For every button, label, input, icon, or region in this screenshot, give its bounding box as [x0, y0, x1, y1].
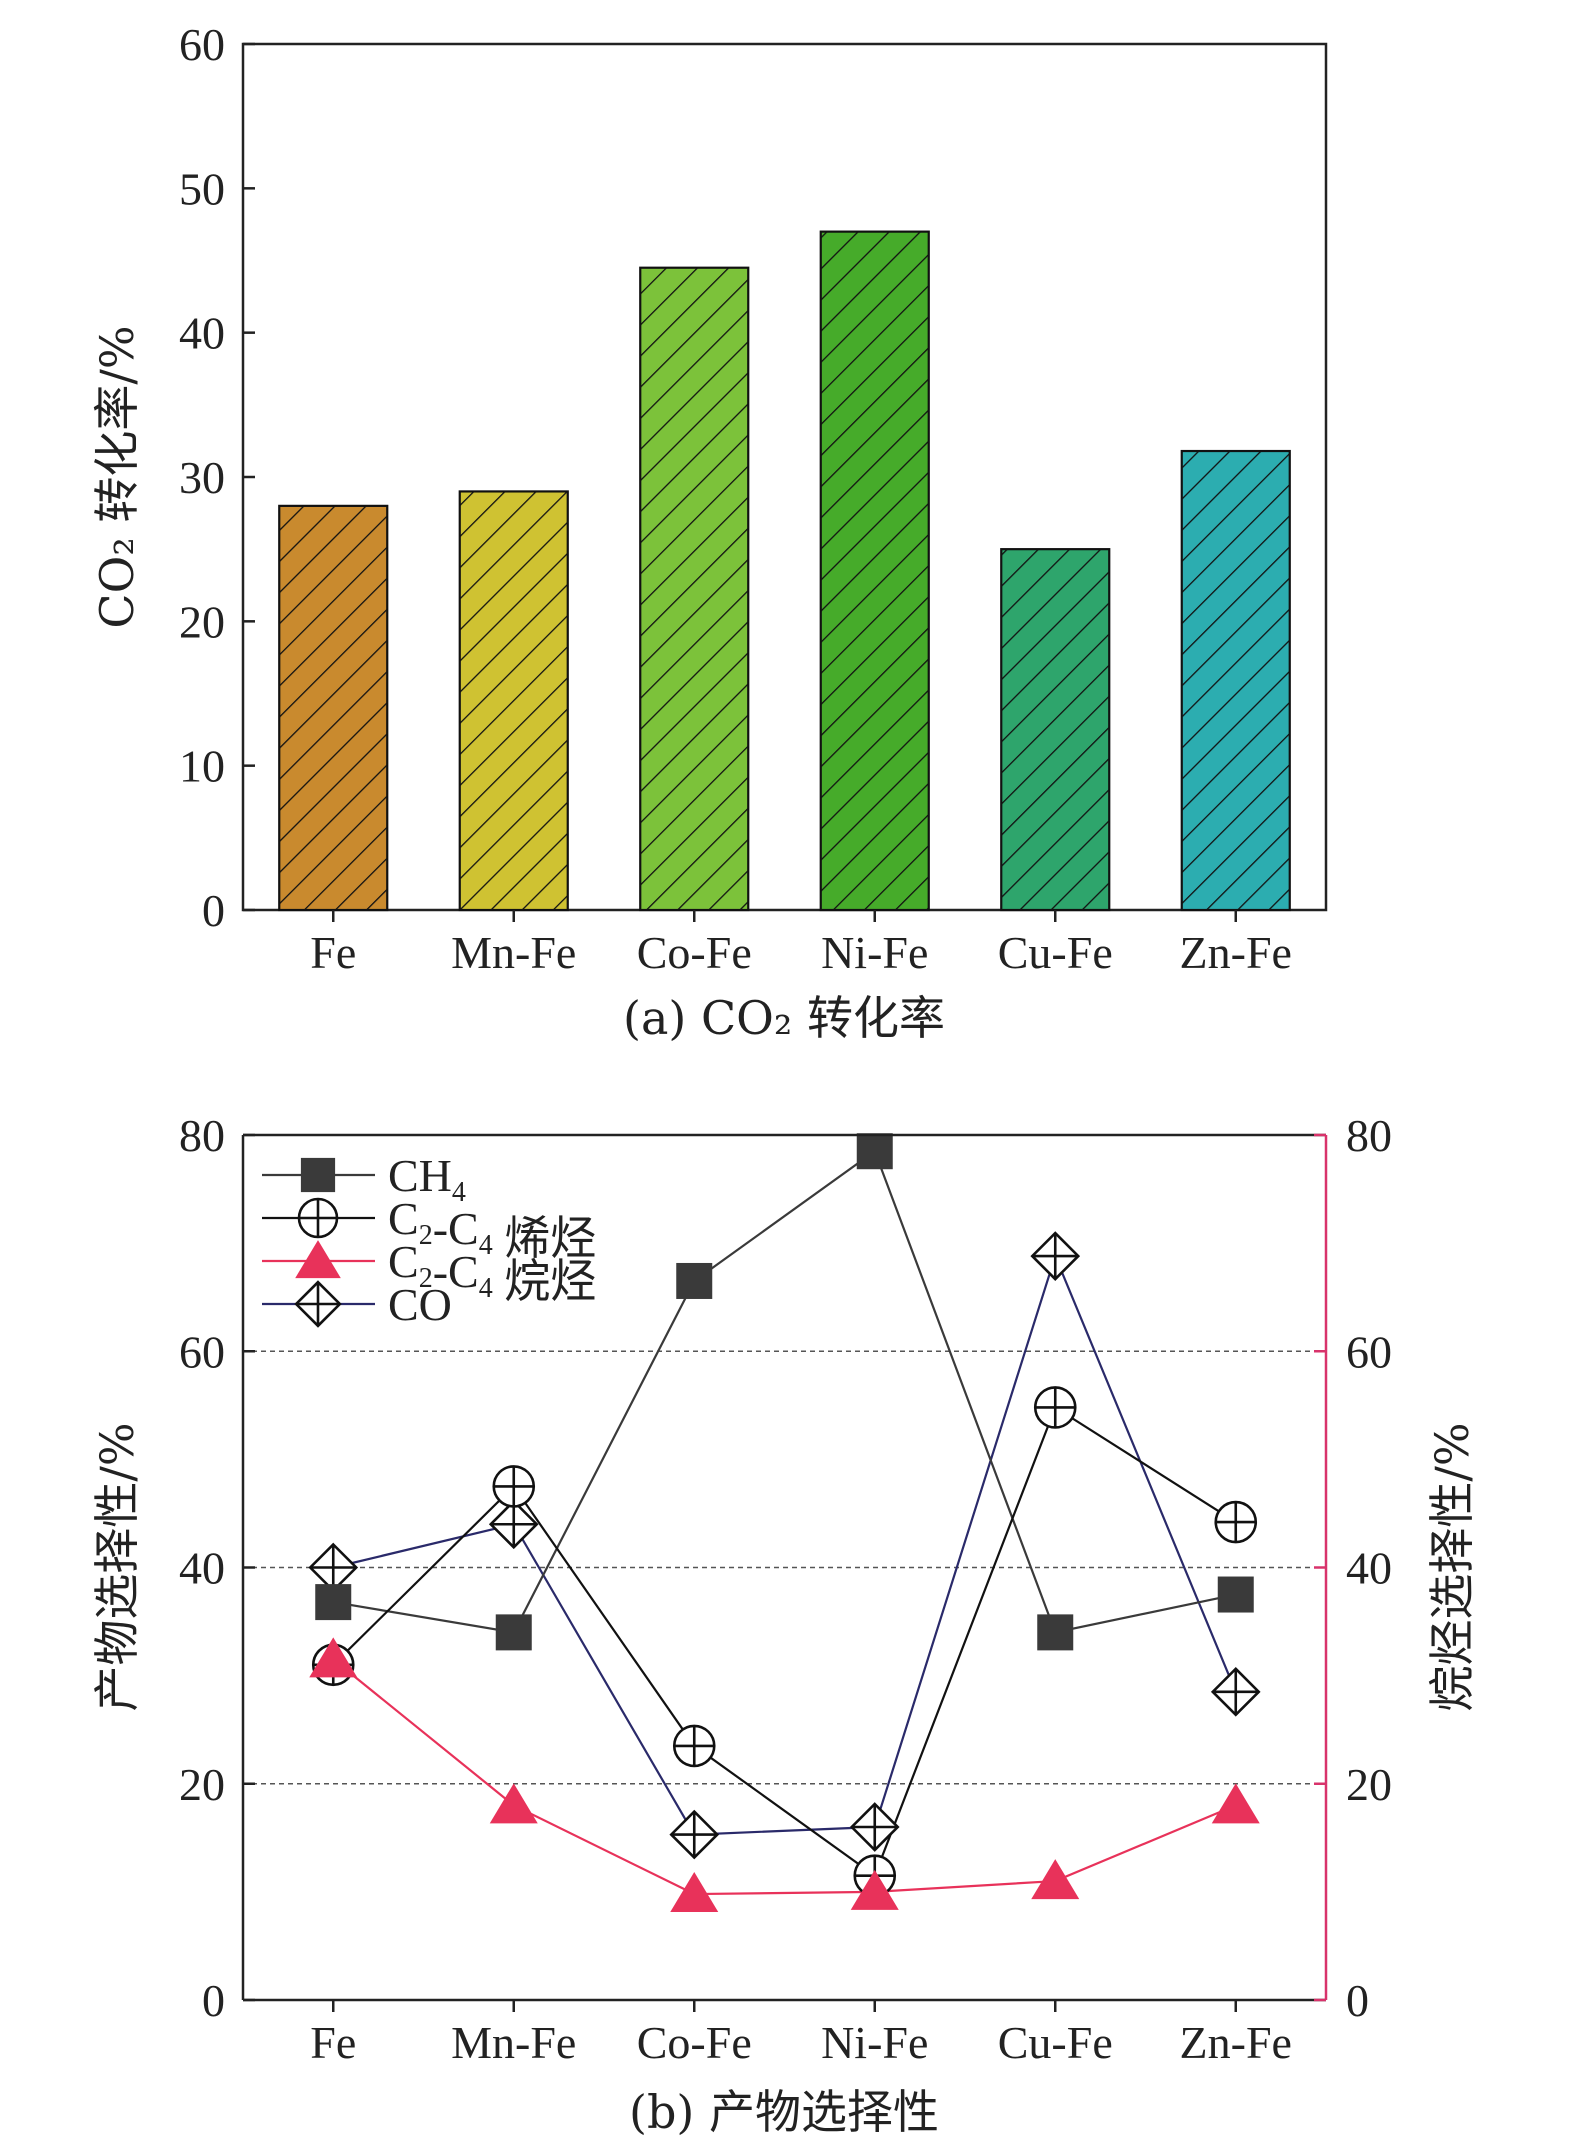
legend-marker	[294, 1280, 342, 1328]
point-square-fe	[315, 1584, 352, 1621]
chart-b-right-y-axis-title: 烷烃选择性/%	[1425, 1422, 1479, 1711]
bar-hatch	[279, 505, 388, 910]
bar-fe	[278, 504, 389, 912]
x-tick-label: Cu-Fe	[998, 2017, 1113, 2068]
right-y-tick-label: 80	[1346, 1110, 1392, 1161]
y-tick-label: 60	[179, 19, 225, 70]
chart-a-frame	[241, 42, 1328, 912]
series-line-circle-plus	[332, 1405, 1237, 1878]
y-tick-label: 20	[179, 1759, 225, 1810]
point-circle-plus-cu-fe	[1033, 1386, 1077, 1429]
x-tick-label: Co-Fe	[637, 927, 752, 978]
bar-mn-fe	[458, 490, 569, 912]
point-triangle-ni-fe	[850, 1869, 899, 1910]
chart-b-x-ticks: Fe Mn-Fe Co-Fe Ni-Fe Cu-Fe Zn-Fe	[310, 2000, 1292, 2068]
chart-b-selectivity: 0 20 40 60 80 0 20 40 60 80 Fe Mn-Fe Co-Fe Ni-Fe Cu-…	[90, 1110, 1479, 2139]
point-square-co-fe	[676, 1262, 713, 1299]
chart-a-bars	[278, 230, 1291, 912]
point-triangle-mn-fe	[489, 1783, 538, 1824]
bar-hatch	[1001, 549, 1110, 910]
y-tick-label: 0	[202, 885, 225, 936]
legend-entry: CO	[262, 1279, 452, 1330]
legend-entry: C2-C4 烷烃	[262, 1236, 596, 1307]
point-diamond-plus-co-fe	[669, 1809, 720, 1860]
right-y-tick-label: 40	[1346, 1543, 1392, 1594]
point-diamond-plus-zn-fe	[1210, 1667, 1261, 1717]
chart-a-conversion: 0 10 20 30 40 50 60 Fe Mn-Fe Co-Fe Ni-Fe Cu-Fe Zn-F…	[90, 19, 1328, 1045]
right-y-tick-label: 0	[1346, 1975, 1369, 2026]
legend-label: CH4	[388, 1150, 466, 1208]
chart-b-caption: (b) 产物选择性	[629, 2085, 939, 2139]
bar-zn-fe	[1180, 449, 1291, 912]
legend-entry: C2-C4 烯烃	[262, 1193, 596, 1264]
chart-a-y-ticks: 0 10 20 30 40 50 60	[179, 19, 255, 936]
bar-hatch	[820, 231, 929, 911]
x-tick-label: Fe	[310, 927, 356, 978]
y-tick-label: 0	[202, 1975, 225, 2026]
chart-a-y-axis-title: CO₂ 转化率/%	[90, 325, 144, 628]
point-diamond-plus-fe	[308, 1542, 359, 1593]
series-line-square	[333, 1149, 1236, 1634]
legend-label: C2-C4 烯烃	[388, 1193, 596, 1264]
bar-co-fe	[639, 266, 750, 912]
legend-marker	[300, 1157, 336, 1193]
bar-hatch	[459, 491, 568, 910]
point-square-ni-fe	[856, 1133, 893, 1170]
x-tick-label: Fe	[310, 2017, 356, 2068]
x-tick-label: Ni-Fe	[821, 927, 928, 978]
y-tick-label: 80	[179, 1110, 225, 1161]
bar-cu-fe	[1000, 548, 1111, 912]
point-circle-plus-zn-fe	[1214, 1500, 1258, 1544]
right-y-tick-label: 20	[1346, 1759, 1392, 1810]
point-square-cu-fe	[1037, 1614, 1074, 1651]
x-tick-label: Mn-Fe	[451, 2017, 576, 2068]
x-tick-label: Mn-Fe	[451, 927, 576, 978]
chart-b-series-markers	[308, 1133, 1261, 1913]
y-tick-label: 20	[179, 596, 225, 647]
point-square-zn-fe	[1217, 1576, 1254, 1613]
point-diamond-plus-mn-fe	[488, 1499, 539, 1550]
x-tick-label: Zn-Fe	[1180, 927, 1292, 978]
chart-b-y-ticks: 0 20 40 60 80	[179, 1110, 255, 2026]
y-tick-label: 40	[179, 1543, 225, 1594]
point-diamond-plus-ni-fe	[849, 1802, 900, 1852]
bar-ni-fe	[819, 230, 930, 912]
point-triangle-fe	[309, 1637, 358, 1678]
chart-b-series-lines	[332, 1149, 1237, 1896]
x-tick-label: Zn-Fe	[1180, 2017, 1292, 2068]
y-tick-label: 50	[179, 163, 225, 214]
point-triangle-zn-fe	[1211, 1783, 1260, 1824]
x-tick-label: Ni-Fe	[821, 2017, 928, 2068]
right-y-tick-label: 60	[1346, 1326, 1392, 1377]
point-circle-plus-co-fe	[672, 1724, 716, 1768]
chart-b-y-axis-title: 产物选择性/%	[90, 1422, 144, 1711]
chart-a-caption: (a) CO₂ 转化率	[623, 991, 945, 1045]
point-diamond-plus-cu-fe	[1030, 1231, 1081, 1281]
point-circle-plus-mn-fe	[492, 1465, 536, 1508]
legend-label: C2-C4 烷烃	[388, 1236, 596, 1307]
x-tick-label: Co-Fe	[637, 2017, 752, 2068]
chart-b-right-y-ticks: 0 20 40 60 80	[1314, 1110, 1392, 2026]
x-tick-label: Cu-Fe	[998, 927, 1113, 978]
legend-entry: CH4	[262, 1150, 466, 1208]
bar-hatch	[640, 267, 749, 910]
chart-b-gridlines	[243, 1350, 1326, 1785]
series-line-triangle	[332, 1658, 1237, 1896]
legend-marker	[295, 1240, 341, 1279]
y-tick-label: 60	[179, 1326, 225, 1377]
legend-label: CO	[388, 1279, 452, 1330]
point-triangle-cu-fe	[1031, 1859, 1080, 1900]
series-line-diamond-plus	[332, 1252, 1237, 1836]
point-triangle-co-fe	[670, 1872, 719, 1913]
point-square-mn-fe	[495, 1614, 532, 1651]
chart-a-x-ticks: Fe Mn-Fe Co-Fe Ni-Fe Cu-Fe Zn-Fe	[310, 910, 1292, 978]
legend-marker	[297, 1197, 339, 1239]
y-tick-label: 10	[179, 741, 225, 792]
y-tick-label: 40	[179, 308, 225, 359]
y-tick-label: 30	[179, 452, 225, 503]
bar-hatch	[1181, 451, 1290, 910]
